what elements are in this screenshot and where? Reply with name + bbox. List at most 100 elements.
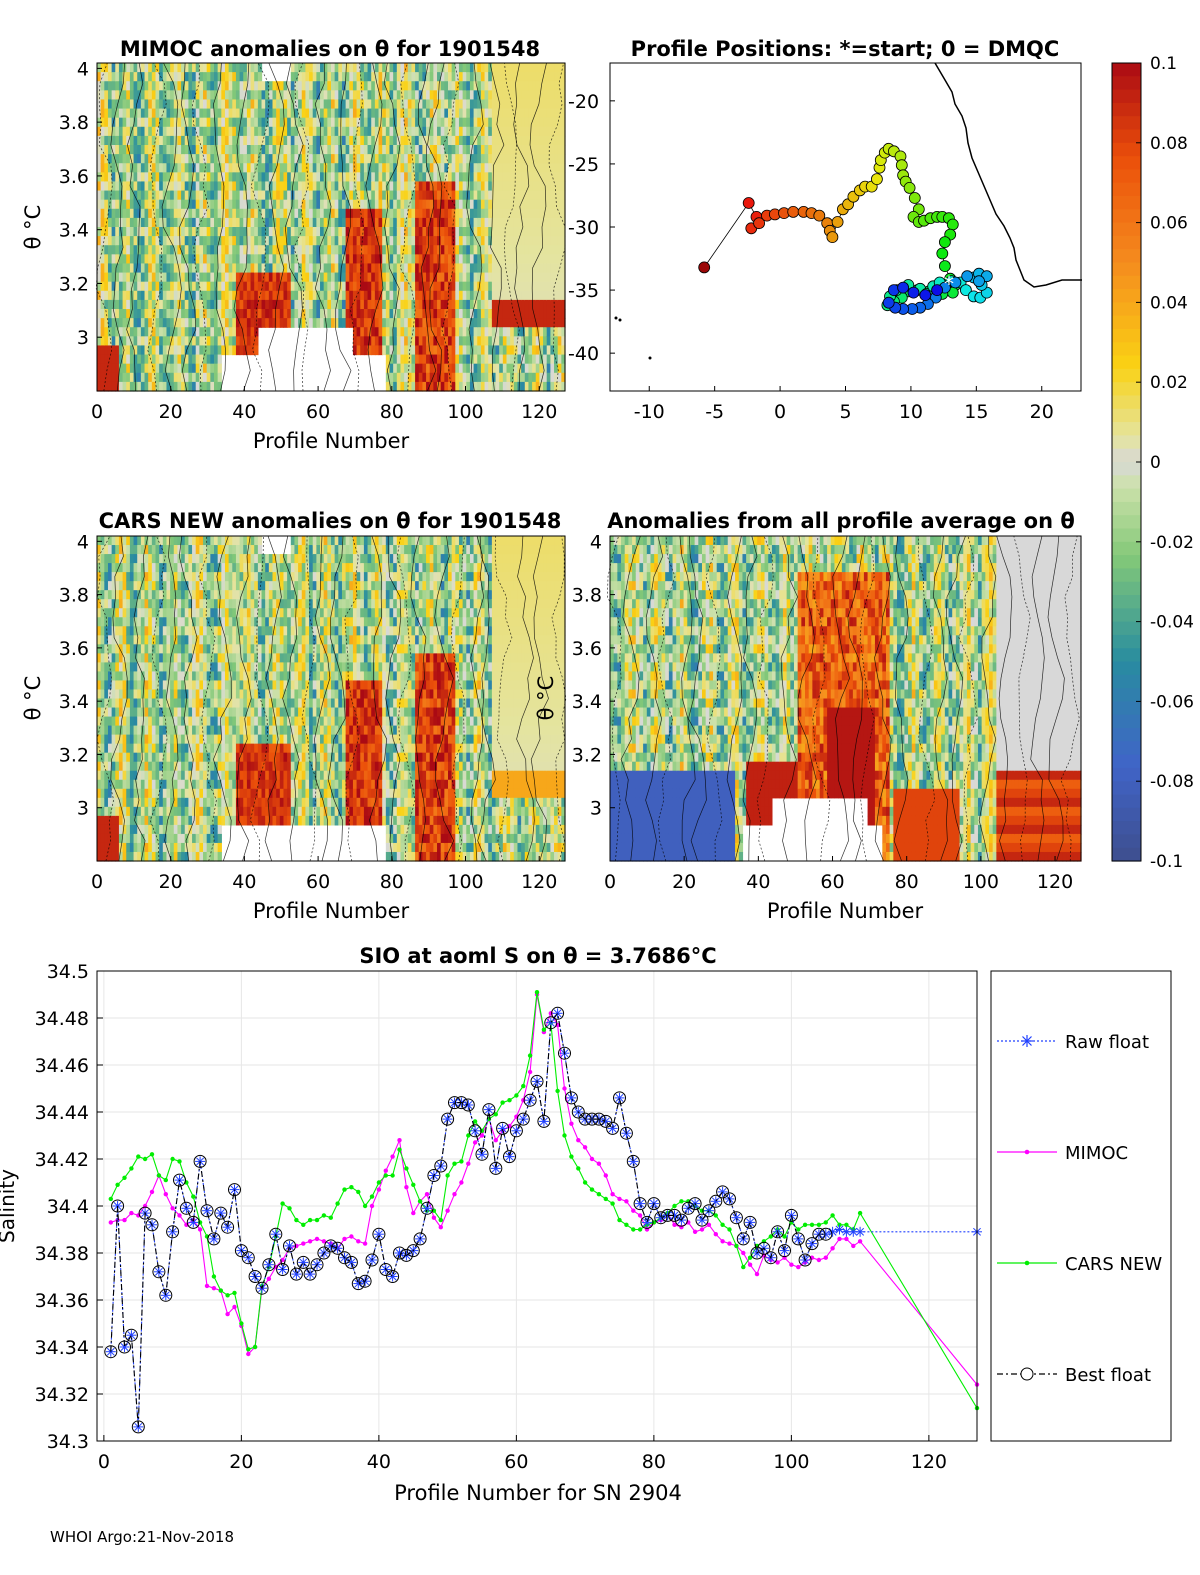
heatmap-cell	[331, 236, 336, 246]
heatmap-cell	[491, 108, 497, 119]
heatmap-cell	[100, 626, 105, 636]
heatmap-cell	[524, 163, 530, 173]
heatmap-cell	[232, 318, 237, 328]
heatmap-cell	[137, 154, 142, 164]
heatmap-cell	[111, 779, 116, 790]
heatmap-cell	[221, 345, 226, 356]
heatmap-cell	[166, 236, 171, 246]
heatmap-cell	[115, 117, 120, 128]
heatmap-cell	[283, 263, 288, 274]
heatmap-cell	[184, 208, 190, 219]
heatmap-cell	[484, 126, 489, 137]
heatmap-cell	[488, 309, 493, 319]
heatmap-cell	[192, 81, 197, 91]
heatmap-cell	[429, 336, 434, 347]
heatmap-cell	[316, 318, 321, 328]
heatmap-cell	[228, 108, 233, 119]
heatmap-cell	[129, 635, 135, 645]
heatmap-cell	[217, 154, 222, 164]
heatmap-cell	[480, 354, 486, 365]
heatmap-cell	[210, 108, 215, 119]
heatmap-cell	[170, 309, 175, 319]
heatmap-cell	[331, 254, 336, 265]
profile-position-point	[907, 286, 920, 299]
heatmap-cell	[268, 90, 274, 101]
heatmap-cell	[367, 145, 372, 155]
heatmap-cell	[305, 72, 310, 82]
heatmap-cell	[367, 199, 372, 210]
heatmap-cell	[345, 99, 350, 110]
heatmap-cell	[429, 290, 434, 301]
heatmap-cell	[97, 815, 102, 826]
heatmap-cell	[371, 135, 376, 146]
heatmap-cell	[162, 208, 168, 219]
heatmap-cell	[170, 318, 175, 328]
heatmap-cell	[345, 245, 350, 255]
heatmap-cell	[170, 117, 175, 128]
heatmap-cell	[235, 135, 241, 146]
heatmap-cell	[217, 172, 222, 183]
heatmap-cell	[188, 290, 193, 301]
heatmap-cell	[203, 381, 208, 392]
heatmap-cell	[159, 299, 164, 310]
heatmap-cell	[360, 327, 365, 337]
heatmap-cell	[118, 117, 124, 128]
heatmap-cell	[323, 281, 328, 292]
heatmap-cell	[137, 290, 142, 301]
heatmap-cell	[466, 381, 471, 392]
heatmap-cell	[221, 290, 226, 301]
heatmap-cell	[268, 236, 274, 246]
heatmap-cell	[265, 217, 270, 228]
heatmap-cell	[334, 145, 339, 155]
heatmap-cell	[283, 245, 288, 255]
heatmap-cell	[506, 208, 511, 219]
heatmap-cell	[133, 743, 138, 754]
heatmap-cell	[126, 842, 131, 853]
heatmap-cell	[411, 190, 416, 201]
heatmap-cell	[524, 190, 530, 201]
heatmap-cell	[144, 108, 149, 119]
heatmap-cell	[224, 336, 230, 347]
heatmap-cell	[331, 154, 336, 164]
heatmap-cell	[151, 372, 157, 383]
heatmap-cell	[173, 81, 179, 91]
heatmap-cell	[444, 81, 449, 91]
profile-position-point	[903, 181, 916, 194]
heatmap-cell	[334, 90, 339, 101]
heatmap-cell	[440, 199, 445, 210]
heatmap-cell	[429, 263, 434, 274]
heatmap-cell	[188, 263, 193, 274]
heatmap-cell	[203, 99, 208, 110]
heatmap-cell	[104, 653, 109, 663]
heatmap-cell	[173, 72, 179, 82]
heatmap-cell	[477, 117, 482, 128]
heatmap-cell	[312, 299, 317, 310]
heatmap-cell	[396, 227, 402, 237]
heatmap-cell	[550, 72, 555, 82]
heatmap-cell	[521, 63, 526, 73]
heatmap-cell	[246, 163, 252, 173]
heatmap-cell	[363, 135, 369, 146]
heatmap-cell	[126, 788, 131, 799]
heatmap-cell	[356, 236, 361, 246]
heatmap-cell	[301, 217, 307, 228]
heatmap-cell	[199, 117, 204, 128]
heatmap-cell	[217, 117, 222, 128]
heatmap-cell	[528, 117, 533, 128]
heatmap-cell	[257, 318, 263, 328]
heatmap-cell	[184, 263, 190, 274]
heatmap-cell	[389, 208, 394, 219]
heatmap-cell	[268, 290, 274, 301]
heatmap-cell	[331, 90, 336, 101]
profile-position-point	[961, 270, 974, 283]
heatmap-cell	[224, 81, 230, 91]
heatmap-cell	[422, 135, 427, 146]
heatmap-cell	[228, 163, 233, 173]
heatmap-cell	[466, 81, 471, 91]
heatmap-cell	[217, 99, 222, 110]
heatmap-cell	[290, 227, 296, 237]
heatmap-cell	[528, 145, 533, 155]
heatmap-cell	[557, 181, 562, 192]
heatmap-cell	[206, 217, 211, 228]
heatmap-cell	[199, 345, 204, 356]
